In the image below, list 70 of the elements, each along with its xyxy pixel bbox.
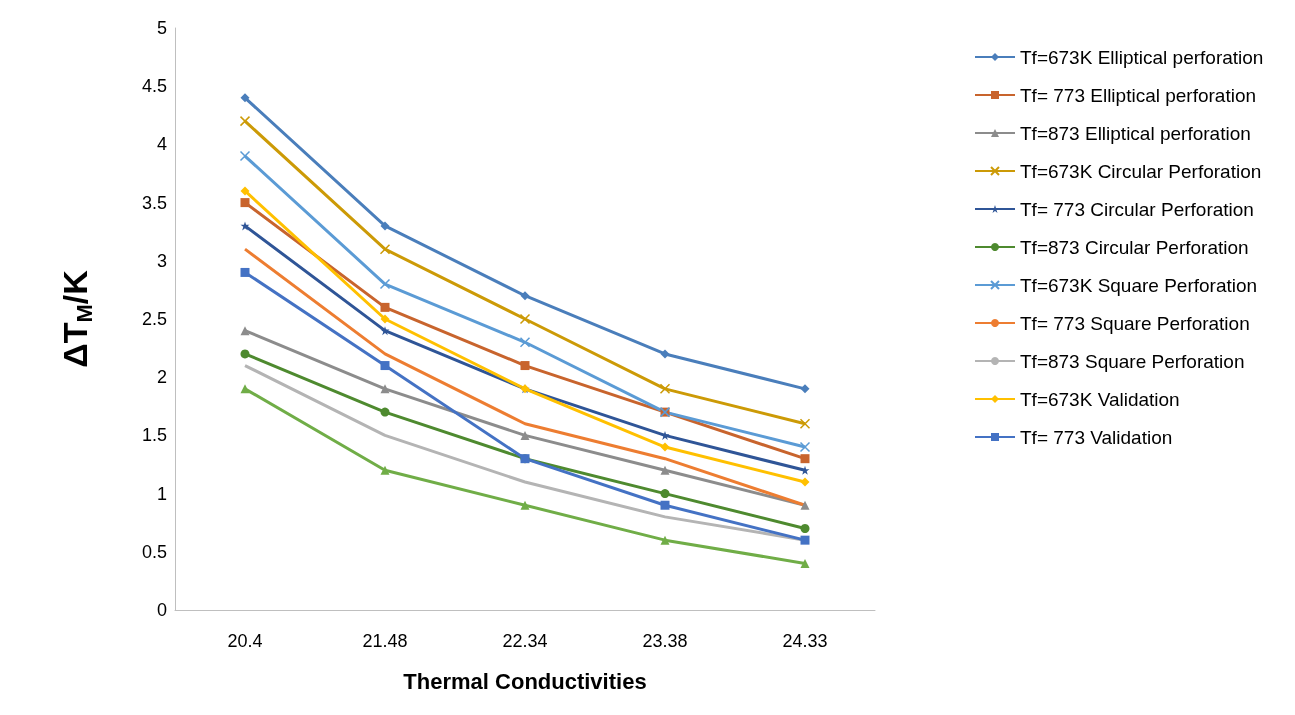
point: [380, 384, 390, 394]
legend-label: Tf=673K Validation: [1020, 388, 1180, 410]
point: [520, 291, 530, 301]
legend-label: Tf=873 Circular Perforation: [1020, 236, 1249, 258]
y-tick-label: 3.5: [141, 192, 167, 213]
point: [800, 500, 810, 510]
point: [240, 384, 250, 394]
point: [800, 384, 810, 394]
x-axis-title: Thermal Conductivities: [403, 668, 647, 694]
point: [379, 243, 391, 255]
y-tick-label: 5: [156, 18, 167, 38]
y-tick-label: 2.5: [141, 309, 167, 329]
point: [380, 302, 390, 312]
y-tick-label: 0.5: [141, 541, 167, 562]
point: [660, 349, 670, 359]
point: [659, 383, 671, 395]
point: [519, 337, 531, 348]
y-tick-label: 4.5: [141, 76, 167, 97]
point: [380, 314, 390, 324]
point: [800, 524, 810, 534]
point: [240, 198, 250, 208]
y-tick-label: 4: [156, 134, 167, 155]
point: [800, 535, 810, 545]
legend-label: Tf= 773 Square Perforation: [1020, 312, 1250, 334]
point: [660, 500, 670, 510]
x-tick-label: 24.33: [782, 631, 828, 651]
legend-label: Tf=873 Square Perforation: [1020, 350, 1245, 372]
point: [520, 430, 530, 440]
point: [240, 349, 250, 359]
legend-label: Tf=673K Elliptical perforation: [1020, 46, 1264, 68]
x-tick-label: 23.38: [642, 631, 688, 651]
point: [800, 558, 810, 568]
point: [240, 93, 250, 103]
y-tick-label: 3: [156, 250, 167, 271]
x-tick-label: 21.48: [362, 631, 408, 651]
point: [520, 500, 530, 510]
point: [380, 407, 390, 417]
y-tick-label: 1.5: [141, 425, 167, 446]
point: [239, 115, 251, 127]
point: [240, 186, 250, 196]
legend-label: Tf= 773 Elliptical perforation: [1020, 84, 1257, 106]
point: [660, 465, 670, 475]
point: [380, 361, 390, 371]
point: [660, 430, 670, 440]
point: [240, 221, 250, 231]
point: [800, 477, 810, 487]
x-tick-label: 20.4: [227, 631, 263, 651]
point: [240, 326, 250, 336]
y-tick-label: 1: [156, 483, 167, 504]
point: [660, 535, 670, 545]
legend-label: Tf=673K Square Perforation: [1020, 274, 1258, 296]
legend-label: Tf= 773 Validation: [1020, 426, 1173, 448]
point: [660, 442, 670, 452]
point: [380, 465, 390, 475]
point: [799, 441, 811, 453]
point: [519, 313, 531, 325]
legend-label: Tf= 773 Circular Perforation: [1020, 198, 1254, 220]
point: [239, 150, 251, 162]
legend-label: Tf=873 Elliptical perforation: [1020, 122, 1251, 144]
point: [240, 267, 250, 277]
y-tick-label: 0: [156, 600, 167, 620]
y-axis-title: ΔTM/K: [56, 269, 97, 368]
point: [520, 361, 530, 371]
point: [660, 489, 670, 499]
point: [800, 454, 810, 464]
point: [380, 221, 390, 231]
point: [799, 418, 811, 430]
x-tick-label: 22.34: [502, 631, 548, 651]
legend-label: Tf=673K Circular Perforation: [1020, 160, 1262, 182]
y-tick-label: 2: [156, 367, 167, 388]
